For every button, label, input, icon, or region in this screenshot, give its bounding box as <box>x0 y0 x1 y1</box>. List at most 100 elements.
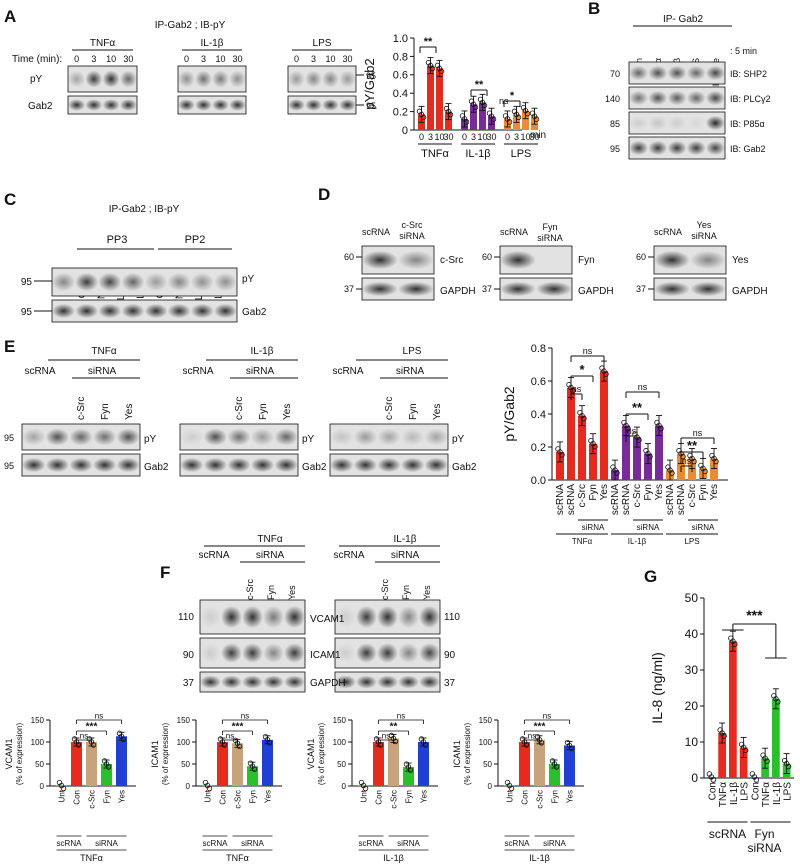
chart-f4-point <box>523 742 530 748</box>
blot-band <box>654 250 690 270</box>
blot-band <box>690 250 726 270</box>
chart-a-error-bar <box>488 107 495 125</box>
y-tick-label: 0.4 <box>531 409 546 421</box>
y-tick-label: 10 <box>685 735 699 749</box>
chart-a-bar-rect <box>470 104 477 130</box>
blot-band <box>356 605 377 629</box>
chart-f4-footer-ctrl: scRNA <box>505 839 531 848</box>
chart-f1: VCAM1 (% of expression) Unt Con c-Src Fyn Yes n… <box>4 712 136 863</box>
chart-f1-ylabel: VCAM1 <box>4 738 14 769</box>
blot-band <box>274 457 299 473</box>
f-si-label: siRNA <box>256 550 285 561</box>
f-lane-label: Fyn <box>401 585 411 600</box>
blot-band <box>648 140 668 156</box>
chart-f1-sig-label: ns <box>80 732 88 741</box>
chart-f1-bar-rect <box>56 785 67 787</box>
e-lane-label: c-Src <box>76 397 87 420</box>
f-ctrl-label: scRNA <box>198 550 229 561</box>
d-mw: 60 <box>636 252 646 262</box>
a-lane-label: 3 <box>201 54 206 64</box>
e-si-label: siRNA <box>396 366 425 377</box>
chart-f1-x-tick: Con <box>73 790 82 805</box>
blot-band <box>212 70 229 88</box>
blot-band <box>398 643 419 663</box>
chart-f2: ICAM1 (% of expression) Unt Con c-Src Fyn Yes n… <box>150 712 282 863</box>
f-mw-right: 110 <box>444 612 460 623</box>
chart-f2-x-tick: c-Src <box>234 790 243 809</box>
e-lane-label: Fyn <box>100 403 111 420</box>
chart-e-sig-label: ** <box>687 438 698 453</box>
chart-g-error-bar <box>762 747 769 769</box>
chart-e-point <box>691 458 697 465</box>
chart-f4-bar-rect <box>549 764 560 786</box>
chart-a-point <box>515 114 522 121</box>
chart-f1-bar-rect <box>116 736 127 786</box>
b-header: IP- Gab2 <box>663 14 703 25</box>
blot-band <box>52 303 76 319</box>
blot-band <box>400 428 425 446</box>
chart-e-group-label: TNFα <box>572 537 593 546</box>
d-lane-label: scRNA <box>500 227 528 237</box>
chart-g-y-axis: 0 10 20 30 40 50 <box>685 591 705 785</box>
significance-label: ** <box>475 79 484 91</box>
e-ctrl-label: scRNA <box>182 366 213 377</box>
blot-band <box>92 457 117 473</box>
blot-band <box>400 457 425 473</box>
significance-label: ** <box>424 36 433 48</box>
blot-band <box>705 140 726 156</box>
d-target-label: Yes <box>732 255 748 266</box>
blot-band <box>362 250 398 270</box>
chart-f2-sig-label: ns <box>241 712 249 721</box>
a-lane-label: 0 <box>74 54 79 64</box>
blot-band <box>116 428 140 446</box>
blot-band <box>335 605 356 629</box>
blot-band <box>667 90 687 106</box>
blot-band <box>203 457 228 473</box>
chart-f3-bar-rect <box>358 785 369 787</box>
chart-a-group-label: TNFα <box>421 148 449 160</box>
chart-g-point <box>710 777 717 783</box>
a-lane-label: 10 <box>325 54 335 64</box>
blot-band <box>250 457 275 473</box>
chart-f2-x-tick: Con <box>219 790 228 805</box>
b-mw: 85 <box>610 119 620 129</box>
a-group-label: TNFα <box>90 38 115 49</box>
blot-band <box>339 99 356 111</box>
e-gab2-blot <box>179 453 299 477</box>
e-treatment-label: LPS <box>403 346 422 357</box>
y-tick-label: 40 <box>685 627 699 641</box>
d-lane-label: scRNA <box>362 227 390 237</box>
e-si-label: siRNA <box>246 366 275 377</box>
chart-e-bar-rect <box>633 437 641 480</box>
blot-band <box>419 675 440 689</box>
panel-letter-d: D <box>318 185 330 204</box>
blot-band <box>353 457 378 473</box>
chart-g-point <box>764 758 770 764</box>
chart-a-x-unit: min <box>530 130 546 141</box>
blot-band <box>667 65 687 81</box>
blot-band <box>648 65 668 81</box>
e-row-label: pY <box>302 434 315 445</box>
d-mw: 60 <box>344 252 354 262</box>
blot-band <box>648 115 668 131</box>
blot-band <box>263 605 284 629</box>
chart-a-error-bar <box>479 93 486 111</box>
chart-g-group-label: Fyn <box>754 827 774 841</box>
chart-a-sig: ** <box>470 79 488 96</box>
chart-a-bar-rect <box>427 65 434 130</box>
blot-band <box>119 99 137 111</box>
blot-band <box>330 457 354 473</box>
a-row-label-py: pY <box>30 74 43 85</box>
chart-g-error-bar <box>772 688 779 710</box>
chart-e-sig-label: ** <box>632 400 643 415</box>
blot-band <box>69 428 93 446</box>
e-row-label: pY <box>144 434 157 445</box>
blot-band <box>98 303 122 319</box>
c-row-label: pY <box>242 274 255 285</box>
blot-band <box>45 428 70 446</box>
chart-f2-y-axis: 0 50 100 150 <box>177 716 197 791</box>
blot-band <box>353 428 378 446</box>
d-target-label: c-Src <box>440 255 463 266</box>
blot-band <box>424 428 449 446</box>
chart-a-error-bar <box>436 59 443 77</box>
